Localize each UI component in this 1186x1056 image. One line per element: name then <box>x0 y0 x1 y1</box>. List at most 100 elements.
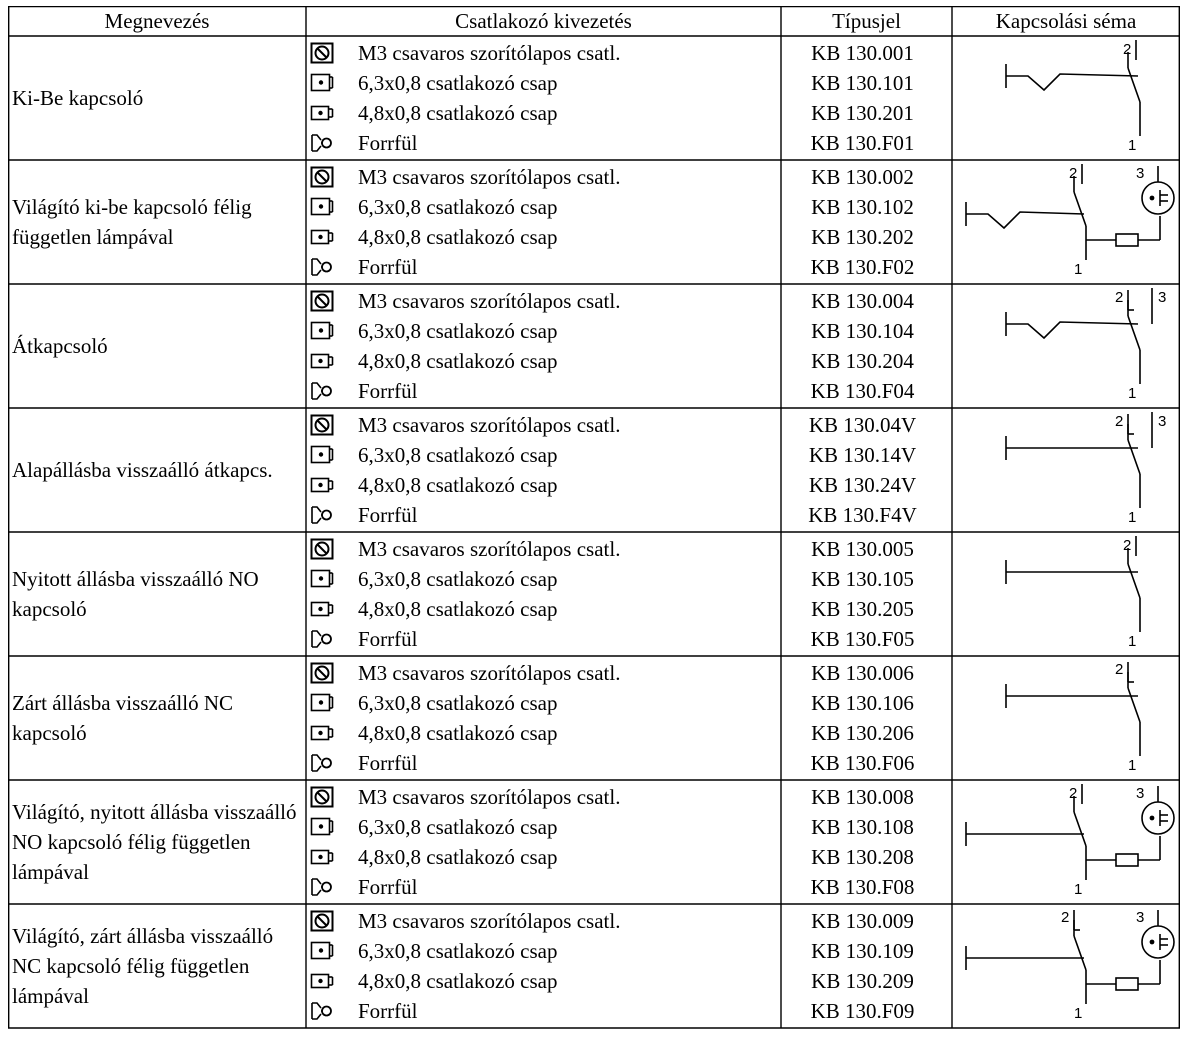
connection-label: 6,3x0,8 csatlakozó csap <box>358 71 558 95</box>
screw-terminal-icon <box>310 166 334 188</box>
terminal-label: 2 <box>1069 785 1077 802</box>
connection-item: 6,3x0,8 csatlakozó csap <box>306 812 766 842</box>
connection-label: M3 csavaros szorítólapos csatl. <box>358 413 621 437</box>
connection-item: M3 csavaros szorítólapos csatl. <box>306 38 766 68</box>
wiring-diagram: 2 1 3 <box>965 909 1175 1022</box>
type-code: KB 130.109 <box>811 939 914 963</box>
connection-label: M3 csavaros szorítólapos csatl. <box>358 909 621 933</box>
pin-6-3-icon <box>310 941 334 960</box>
type-code: KB 130.002 <box>811 165 914 189</box>
header-schema: Kapcsolási séma <box>995 9 1137 33</box>
terminal-label: 1 <box>1128 137 1136 154</box>
header-connection: Csatlakozó kivezetés <box>455 9 632 33</box>
header-name: Megnevezés <box>104 9 210 33</box>
type-code: KB 130.105 <box>811 567 914 591</box>
pin-4-8-icon <box>310 229 334 245</box>
connection-label: 4,8x0,8 csatlakozó csap <box>358 721 558 745</box>
connection-label: 6,3x0,8 csatlakozó csap <box>358 567 558 591</box>
connection-label: 6,3x0,8 csatlakozó csap <box>358 939 558 963</box>
terminal-label: 1 <box>1128 757 1136 774</box>
connection-label: 4,8x0,8 csatlakozó csap <box>358 597 558 621</box>
product-name: Nyitott állásba visszaálló NO kapcsoló <box>12 567 259 621</box>
type-code: KB 130.206 <box>811 721 914 745</box>
pin-4-8-icon <box>310 105 334 121</box>
connection-label: Forrfül <box>358 255 418 279</box>
connection-item: 4,8x0,8 csatlakozó csap <box>306 222 766 252</box>
wiring-diagram: 2 1 3 <box>965 164 1175 278</box>
connection-label: Forrfül <box>358 503 418 527</box>
terminal-label: 2 <box>1123 41 1131 58</box>
product-name: Átkapcsoló <box>12 334 108 358</box>
type-code: KB 130.209 <box>811 969 914 993</box>
connection-item: Forrfül <box>306 624 766 654</box>
type-code: KB 130.202 <box>811 225 914 249</box>
connection-label: M3 csavaros szorítólapos csatl. <box>358 785 621 809</box>
connection-item: Forrfül <box>306 128 766 158</box>
connection-label: 4,8x0,8 csatlakozó csap <box>358 349 558 373</box>
type-code: KB 130.F4V <box>808 503 917 527</box>
connection-label: 6,3x0,8 csatlakozó csap <box>358 195 558 219</box>
type-code: KB 130.04V <box>808 413 917 437</box>
product-name: Világító ki-be kapcsoló félig független … <box>12 195 252 249</box>
connection-item: 6,3x0,8 csatlakozó csap <box>306 936 766 966</box>
type-code: KB 130.004 <box>811 289 914 313</box>
connection-item: 6,3x0,8 csatlakozó csap <box>306 564 766 594</box>
connection-label: Forrfül <box>358 131 418 155</box>
connection-item: Forrfül <box>306 252 766 282</box>
pin-4-8-icon <box>310 601 334 617</box>
pin-4-8-icon <box>310 849 334 865</box>
connection-label: Forrfül <box>358 627 418 651</box>
terminal-label: 3 <box>1136 785 1144 802</box>
terminal-label: 2 <box>1115 289 1123 306</box>
pin-4-8-icon <box>310 973 334 989</box>
connection-item: 4,8x0,8 csatlakozó csap <box>306 594 766 624</box>
pin-4-8-icon <box>310 353 334 369</box>
connection-item: 6,3x0,8 csatlakozó csap <box>306 68 766 98</box>
solder-lug-icon <box>311 258 332 276</box>
connection-item: 4,8x0,8 csatlakozó csap <box>306 470 766 500</box>
terminal-label: 2 <box>1115 661 1123 678</box>
product-name: Világító, zárt állásba visszaálló NC kap… <box>12 924 274 1008</box>
wiring-diagram: 21 <box>1005 661 1141 774</box>
screw-terminal-icon <box>310 910 334 932</box>
connection-item: M3 csavaros szorítólapos csatl. <box>306 906 766 936</box>
type-code: KB 130.F04 <box>810 379 915 403</box>
connection-label: M3 csavaros szorítólapos csatl. <box>358 289 621 313</box>
pin-6-3-icon <box>310 73 334 92</box>
solder-lug-icon <box>311 878 332 896</box>
type-code: KB 130.104 <box>811 319 914 343</box>
screw-terminal-icon <box>310 662 334 684</box>
type-code: KB 130.108 <box>811 815 914 839</box>
product-name: Ki-Be kapcsoló <box>12 86 144 110</box>
connection-item: M3 csavaros szorítólapos csatl. <box>306 782 766 812</box>
wiring-diagram: 21 <box>1005 536 1141 650</box>
terminal-label: 2 <box>1069 165 1077 182</box>
terminal-label: 3 <box>1158 289 1166 306</box>
connection-label: 4,8x0,8 csatlakozó csap <box>358 473 558 497</box>
product-name: Alapállásba visszaálló átkapcs. <box>12 458 273 482</box>
screw-terminal-icon <box>310 42 334 64</box>
connection-item: Forrfül <box>306 996 766 1026</box>
pin-4-8-icon <box>310 725 334 741</box>
terminal-label: 1 <box>1074 881 1082 898</box>
type-code: KB 130.204 <box>811 349 914 373</box>
connection-label: M3 csavaros szorítólapos csatl. <box>358 165 621 189</box>
connection-label: 6,3x0,8 csatlakozó csap <box>358 319 558 343</box>
terminal-label: 3 <box>1158 413 1166 430</box>
pin-4-8-icon <box>310 477 334 493</box>
connection-item: M3 csavaros szorítólapos csatl. <box>306 286 766 316</box>
type-code: KB 130.F08 <box>810 875 915 899</box>
connection-item: Forrfül <box>306 748 766 778</box>
connection-item: Forrfül <box>306 500 766 530</box>
type-code: KB 130.F06 <box>810 751 915 775</box>
connection-item: 4,8x0,8 csatlakozó csap <box>306 718 766 748</box>
connection-item: M3 csavaros szorítólapos csatl. <box>306 658 766 688</box>
connection-item: 4,8x0,8 csatlakozó csap <box>306 346 766 376</box>
type-code: KB 130.008 <box>811 785 914 809</box>
connection-item: 6,3x0,8 csatlakozó csap <box>306 688 766 718</box>
connection-item: M3 csavaros szorítólapos csatl. <box>306 410 766 440</box>
connection-label: Forrfül <box>358 751 418 775</box>
terminal-label: 1 <box>1074 261 1082 278</box>
connection-label: 4,8x0,8 csatlakozó csap <box>358 969 558 993</box>
product-table: Megnevezés Csatlakozó kivezetés Típusjel… <box>8 6 1180 1050</box>
